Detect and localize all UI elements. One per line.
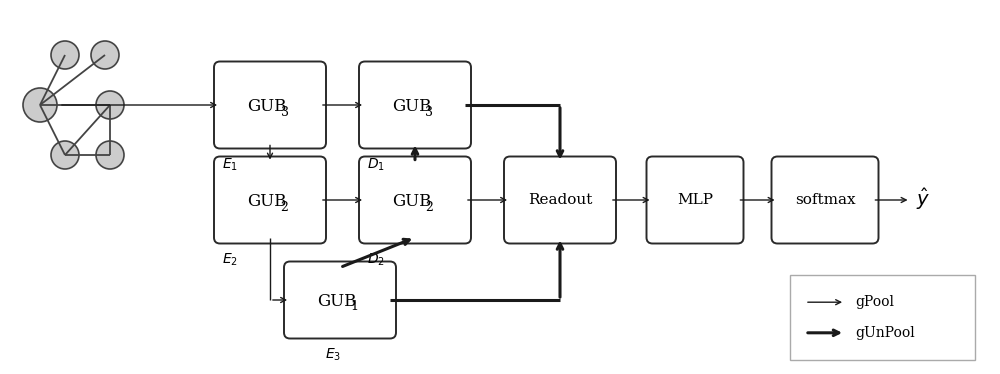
Circle shape — [51, 141, 79, 169]
FancyBboxPatch shape — [359, 61, 471, 148]
Circle shape — [91, 41, 119, 69]
Text: $D_1$: $D_1$ — [367, 156, 385, 173]
Circle shape — [96, 91, 124, 119]
Text: $E_2$: $E_2$ — [222, 251, 238, 268]
FancyBboxPatch shape — [504, 156, 616, 243]
FancyBboxPatch shape — [790, 275, 975, 360]
Text: $D_2$: $D_2$ — [367, 251, 385, 268]
Text: $E_1$: $E_1$ — [222, 156, 238, 173]
FancyBboxPatch shape — [214, 156, 326, 243]
Text: softmax: softmax — [795, 193, 855, 207]
Text: 2: 2 — [280, 200, 288, 214]
Text: GUB: GUB — [247, 193, 287, 209]
Text: GUB: GUB — [247, 98, 287, 114]
FancyBboxPatch shape — [284, 261, 396, 338]
FancyBboxPatch shape — [646, 156, 744, 243]
Circle shape — [51, 41, 79, 69]
Text: 2: 2 — [426, 200, 433, 214]
Text: GUB: GUB — [392, 193, 432, 209]
Text: Readout: Readout — [528, 193, 592, 207]
Text: $\hat{y}$: $\hat{y}$ — [916, 186, 931, 212]
Text: $E_3$: $E_3$ — [325, 346, 341, 363]
FancyBboxPatch shape — [772, 156, 879, 243]
Circle shape — [96, 141, 124, 169]
Text: MLP: MLP — [677, 193, 713, 207]
Circle shape — [23, 88, 57, 122]
Text: 3: 3 — [426, 105, 434, 119]
Text: GUB: GUB — [317, 292, 357, 310]
Text: 3: 3 — [280, 105, 288, 119]
FancyBboxPatch shape — [214, 61, 326, 148]
Text: gUnPool: gUnPool — [855, 326, 915, 340]
FancyBboxPatch shape — [359, 156, 471, 243]
Text: 1: 1 — [351, 300, 358, 313]
Text: GUB: GUB — [392, 98, 432, 114]
Text: gPool: gPool — [855, 295, 894, 309]
